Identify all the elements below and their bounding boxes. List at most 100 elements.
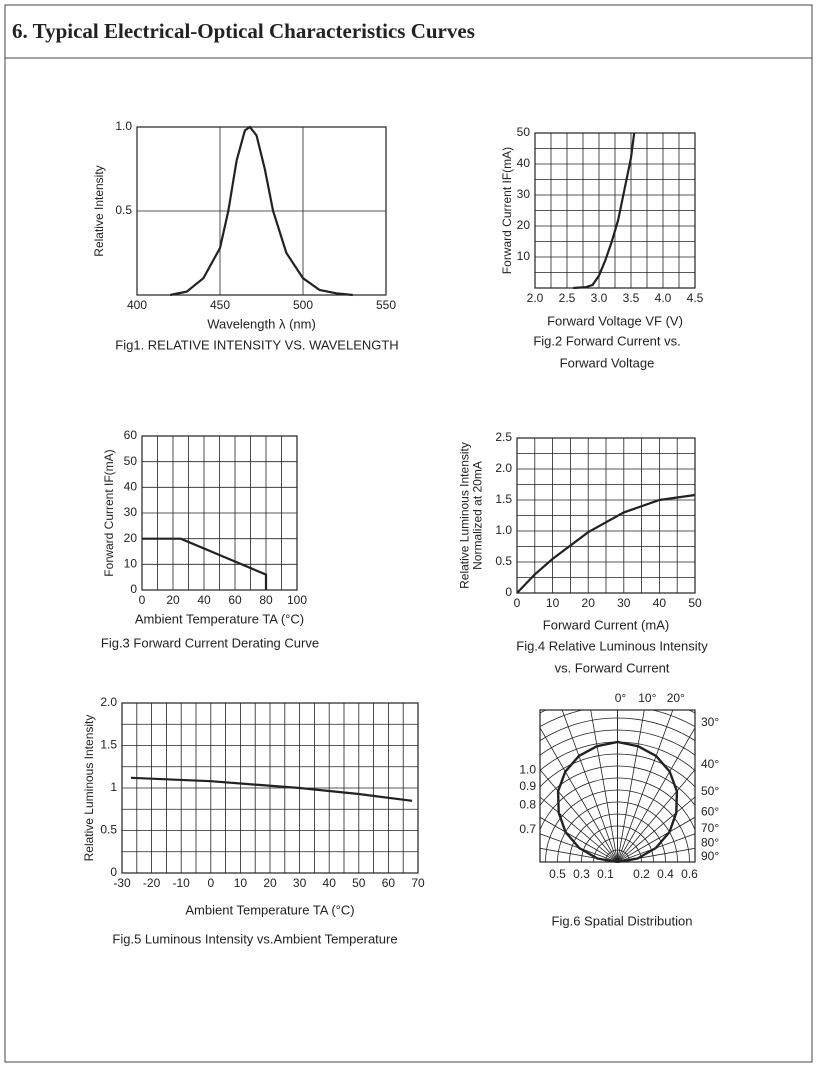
grid-line (540, 847, 618, 862)
x-tick-label: 20 (582, 596, 596, 610)
grid-line (617, 769, 695, 862)
curve (142, 537, 268, 590)
x-tick-label: -30 (113, 876, 131, 890)
x-tick-label: 10 (234, 876, 248, 890)
y-tick-label: 10 (517, 249, 531, 263)
figure-caption: Fig.4 Relative Luminous Intensity (516, 638, 708, 653)
y-tick-label: 1 (110, 780, 117, 794)
x-tick-label: 20 (263, 876, 277, 890)
x-tick-label: 30 (617, 596, 631, 610)
x-tick-label: -20 (143, 876, 161, 890)
x-tick-label: 20 (166, 593, 180, 607)
figure-caption: vs. Forward Current (555, 660, 670, 675)
x-tick-label: 60 (228, 593, 242, 607)
y-tick-label: 0.5 (115, 203, 132, 217)
x-tick-label: 40 (323, 876, 337, 890)
x-tick-label: 0 (139, 593, 146, 607)
grid-line (540, 769, 618, 862)
figure-caption: Forward Voltage (560, 355, 655, 370)
y-tick-label: 40 (124, 480, 138, 494)
y-axis-label: Forward Current IF(mA) (102, 449, 116, 576)
y-tick-label: 50 (517, 125, 531, 139)
y-tick-label: 2.0 (100, 695, 117, 709)
angle-label: 30° (701, 715, 719, 729)
curve (573, 132, 636, 290)
r-tick-label: 0.5 (549, 867, 566, 881)
x-axis-label: Wavelength λ (nm) (207, 316, 316, 331)
x-axis-label: Ambient Temperature TA (°C) (185, 902, 354, 917)
r-tick-label: 0.7 (519, 822, 536, 836)
plot-frame (121, 702, 419, 874)
r-tick-label: 0.4 (657, 867, 674, 881)
r-tick-label: 1.0 (519, 763, 536, 777)
y-tick-label: 20 (517, 218, 531, 232)
y-axis-label: Relative Luminous Intensity (82, 715, 96, 862)
y-tick-label: 2.0 (495, 461, 512, 475)
y-tick-label: 0.5 (495, 554, 512, 568)
page-border (4, 4, 813, 1063)
y-tick-label: 0 (110, 865, 117, 879)
x-tick-label: 500 (293, 298, 313, 312)
y-tick-label: 0.5 (100, 823, 117, 837)
x-tick-label: 400 (127, 298, 147, 312)
grid-line (617, 710, 645, 862)
grid-line (617, 847, 695, 862)
y-axis-label: Relative Luminous Intensity (458, 442, 472, 589)
y-tick-label: 1.0 (115, 119, 132, 133)
grid-line (540, 833, 618, 862)
r-tick-label: 0.1 (597, 867, 614, 881)
y-tick-label: 1.5 (100, 738, 117, 752)
plot-frame (141, 435, 298, 591)
x-tick-label: 10 (546, 596, 560, 610)
x-tick-label: 50 (352, 876, 366, 890)
plot-frame (136, 126, 387, 296)
x-tick-label: 70 (411, 876, 425, 890)
x-tick-label: 100 (287, 593, 307, 607)
curve (516, 493, 696, 594)
x-tick-label: 450 (210, 298, 230, 312)
x-tick-label: 4.0 (655, 291, 672, 305)
grid-line (617, 796, 695, 862)
x-tick-label: 40 (197, 593, 211, 607)
curve (130, 776, 413, 802)
y-tick-label: 2.5 (495, 430, 512, 444)
angle-label: 70° (701, 821, 719, 835)
y-axis-label: Relative Intensity (92, 165, 106, 256)
angle-label: 80° (701, 836, 719, 850)
angle-label: 10° (638, 691, 656, 705)
y-tick-label: 60 (124, 428, 138, 442)
x-tick-label: 60 (382, 876, 396, 890)
angle-label: 90° (701, 849, 719, 863)
angle-label: 0° (615, 691, 627, 705)
grid-line (540, 726, 618, 862)
y-tick-label: 20 (124, 531, 138, 545)
r-tick-label: 0.3 (573, 867, 590, 881)
x-tick-label: 30 (293, 876, 307, 890)
x-tick-label: 3.0 (591, 291, 608, 305)
figure-caption: Fig.5 Luminous Intensity vs.Ambient Temp… (112, 931, 397, 946)
x-tick-label: 0 (514, 596, 521, 610)
x-tick-label: 4.5 (687, 291, 704, 305)
x-tick-label: 40 (653, 596, 667, 610)
x-tick-label: 3.5 (623, 291, 640, 305)
grid-line (590, 710, 618, 862)
grid-line (617, 726, 695, 862)
grid-line (617, 816, 695, 862)
x-tick-label: 50 (688, 596, 702, 610)
y-tick-label: 40 (517, 156, 531, 170)
y-tick-label: 1.0 (495, 523, 512, 537)
plot-frame (534, 132, 696, 289)
grid-line (540, 796, 618, 862)
figure-caption: Fig1. RELATIVE INTENSITY VS. WAVELENGTH (115, 337, 398, 352)
x-axis-label: Forward Current (mA) (543, 617, 669, 632)
y-tick-label: 30 (517, 187, 531, 201)
x-tick-label: 2.0 (527, 291, 544, 305)
curve (556, 740, 679, 864)
grid-line (617, 710, 674, 862)
section-title: 6. Typical Electrical-Optical Characteri… (12, 19, 475, 43)
figure-caption: Fig.6 Spatial Distribution (552, 913, 693, 928)
angle-label: 60° (701, 804, 719, 818)
y-tick-label: 0 (130, 582, 137, 596)
